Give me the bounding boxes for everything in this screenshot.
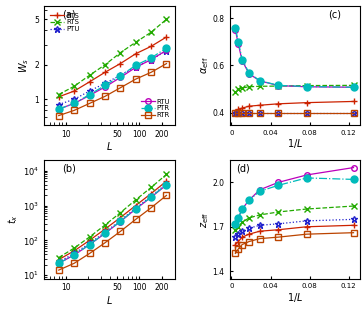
Y-axis label: $\alpha_{\rm eff}$: $\alpha_{\rm eff}$ [199,57,211,74]
X-axis label: $1/L$: $1/L$ [287,137,303,150]
Text: (b): (b) [62,164,76,174]
X-axis label: $1/L$: $1/L$ [287,291,303,304]
X-axis label: $L$: $L$ [106,294,112,306]
Legend: RTU, PTR, RTR: RTU, PTR, RTR [140,98,171,119]
Text: (d): (d) [236,164,250,174]
X-axis label: $L$: $L$ [106,140,112,152]
Y-axis label: $W_s$: $W_s$ [17,58,31,73]
Y-axis label: $t_x$: $t_x$ [6,214,20,224]
Text: (a): (a) [62,10,76,20]
Text: (c): (c) [328,10,341,20]
Y-axis label: $z_{\rm eff}$: $z_{\rm eff}$ [199,211,211,228]
